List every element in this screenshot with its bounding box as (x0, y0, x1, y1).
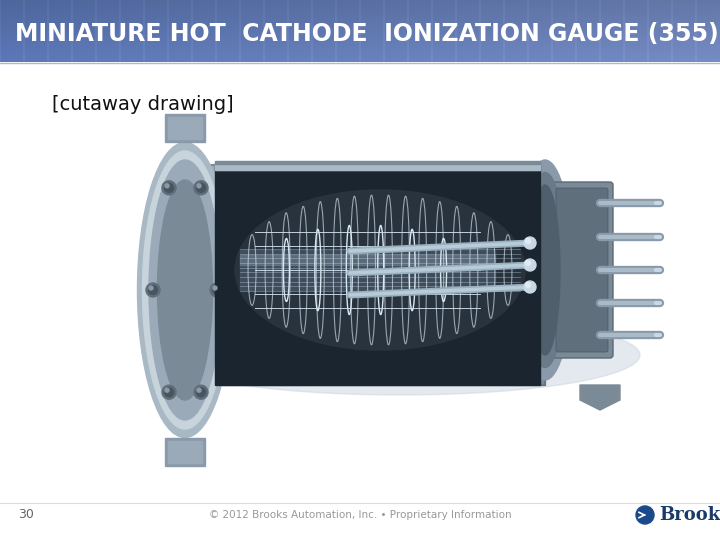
Ellipse shape (524, 281, 536, 293)
Ellipse shape (194, 385, 208, 399)
Ellipse shape (165, 388, 169, 392)
Ellipse shape (197, 184, 201, 188)
Ellipse shape (146, 283, 160, 297)
Ellipse shape (524, 237, 536, 249)
Text: © 2012 Brooks Automation, Inc. • Proprietary Information: © 2012 Brooks Automation, Inc. • Proprie… (209, 510, 511, 520)
Bar (175, 175, 545, 205)
Text: [cutaway drawing]: [cutaway drawing] (52, 95, 233, 114)
Polygon shape (215, 165, 540, 385)
Polygon shape (580, 385, 620, 410)
FancyBboxPatch shape (552, 182, 613, 358)
Ellipse shape (524, 259, 536, 271)
Ellipse shape (143, 151, 228, 429)
Ellipse shape (197, 388, 201, 392)
Ellipse shape (160, 315, 640, 395)
Text: 30: 30 (18, 509, 34, 522)
Bar (168, 441, 202, 463)
Ellipse shape (148, 286, 158, 294)
Bar (215, 164, 540, 170)
Ellipse shape (138, 143, 233, 437)
Text: MINIATURE HOT  CATHODE  IONIZATION GAUGE (355): MINIATURE HOT CATHODE IONIZATION GAUGE (… (15, 22, 719, 46)
Bar (175, 305, 545, 385)
Bar (165, 438, 205, 466)
Ellipse shape (197, 388, 205, 397)
Ellipse shape (158, 180, 212, 400)
Ellipse shape (235, 190, 525, 350)
Bar (215, 162, 540, 170)
Ellipse shape (149, 286, 153, 290)
FancyBboxPatch shape (175, 165, 545, 385)
Bar (240, 255, 495, 265)
Ellipse shape (164, 183, 174, 192)
Ellipse shape (194, 181, 208, 195)
Ellipse shape (164, 388, 174, 397)
Text: Brooks: Brooks (659, 506, 720, 524)
Ellipse shape (526, 239, 531, 244)
Ellipse shape (165, 184, 169, 188)
Bar (168, 117, 202, 139)
Ellipse shape (149, 160, 221, 420)
FancyBboxPatch shape (556, 188, 608, 352)
Bar (215, 170, 540, 190)
Ellipse shape (518, 160, 572, 380)
Ellipse shape (526, 260, 531, 266)
Ellipse shape (636, 506, 654, 524)
Ellipse shape (162, 181, 176, 195)
Ellipse shape (212, 286, 222, 294)
Bar (215, 161, 540, 164)
Ellipse shape (213, 286, 217, 290)
Ellipse shape (197, 183, 205, 192)
Ellipse shape (210, 283, 224, 297)
Bar (165, 114, 205, 142)
Ellipse shape (162, 385, 176, 399)
Ellipse shape (526, 282, 531, 287)
Bar (240, 250, 495, 290)
Ellipse shape (530, 185, 560, 355)
Ellipse shape (524, 172, 566, 368)
